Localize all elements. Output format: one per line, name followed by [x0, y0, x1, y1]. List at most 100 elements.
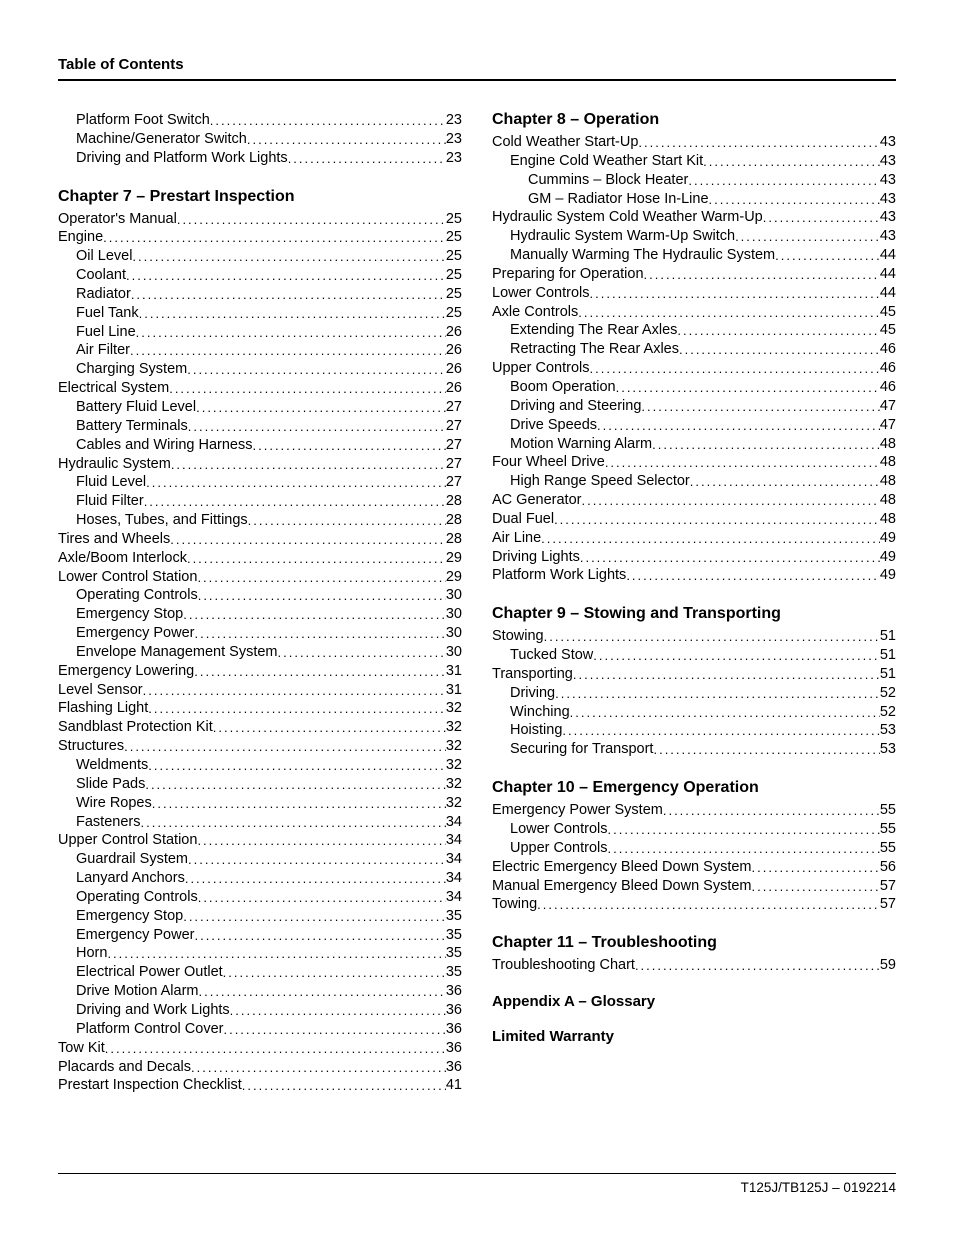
toc-label: Level Sensor [58, 681, 143, 700]
toc-entry: Drive Speeds47 [492, 416, 896, 435]
toc-leader-dots [590, 361, 880, 378]
chapter-8-block: Cold Weather Start-Up43Engine Cold Weath… [492, 133, 896, 585]
toc-leader-dots [638, 135, 879, 152]
toc-leader-dots [140, 815, 445, 832]
toc-page-number: 30 [446, 586, 462, 605]
toc-entry: AC Generator48 [492, 491, 896, 510]
toc-leader-dots [562, 723, 879, 740]
toc-label: Lanyard Anchors [76, 869, 185, 888]
toc-page-number: 49 [880, 529, 896, 548]
toc-page-number: 43 [880, 171, 896, 190]
toc-page-number: 36 [446, 1058, 462, 1077]
toc-page-number: 48 [880, 435, 896, 454]
toc-label: High Range Speed Selector [510, 472, 690, 491]
toc-entry: Platform Control Cover36 [58, 1020, 462, 1039]
toc-label: Tucked Stow [510, 646, 593, 665]
toc-entry: Envelope Management System30 [58, 643, 462, 662]
toc-page-number: 27 [446, 417, 462, 436]
toc-label: Driving and Platform Work Lights [76, 149, 288, 168]
toc-label: Extending The Rear Axles [510, 321, 677, 340]
toc-label: Towing [492, 895, 537, 914]
toc-page-number: 48 [880, 510, 896, 529]
toc-page-number: 36 [446, 1001, 462, 1020]
toc-leader-dots [198, 588, 446, 605]
toc-page-number: 35 [446, 963, 462, 982]
left-column: Platform Foot Switch23Machine/Generator … [58, 111, 462, 1095]
toc-leader-dots [223, 965, 446, 982]
toc-leader-dots [183, 607, 446, 624]
toc-label: Emergency Power [76, 926, 194, 945]
toc-entry: Winching52 [492, 703, 896, 722]
toc-leader-dots [152, 796, 446, 813]
toc-entry: Operating Controls34 [58, 888, 462, 907]
toc-entry: Emergency Stop30 [58, 605, 462, 624]
toc-entry: Slide Pads32 [58, 775, 462, 794]
toc-entry: Cables and Wiring Harness27 [58, 436, 462, 455]
toc-entry: Battery Fluid Level27 [58, 398, 462, 417]
toc-page-number: 32 [446, 794, 462, 813]
toc-page-number: 44 [880, 265, 896, 284]
toc-page-number: 53 [880, 740, 896, 759]
toc-entry: Guardrail System34 [58, 850, 462, 869]
toc-leader-dots [735, 229, 880, 246]
toc-leader-dots [103, 230, 446, 247]
toc-page-number: 25 [446, 285, 462, 304]
toc-leader-dots [709, 192, 880, 209]
toc-label: Fluid Filter [76, 492, 144, 511]
chapter-9-title: Chapter 9 – Stowing and Transporting [492, 605, 896, 623]
toc-entry: Four Wheel Drive48 [492, 453, 896, 472]
toc-label: Structures [58, 737, 124, 756]
toc-entry: Fuel Tank25 [58, 304, 462, 323]
toc-page-number: 55 [880, 801, 896, 820]
toc-page-number: 34 [446, 831, 462, 850]
toc-label: Cables and Wiring Harness [76, 436, 253, 455]
limited-warranty-title: Limited Warranty [492, 1028, 896, 1045]
toc-entry: Engine25 [58, 228, 462, 247]
toc-entry: Towing57 [492, 895, 896, 914]
toc-entry: Upper Control Station 34 [58, 831, 462, 850]
toc-leader-dots [554, 512, 880, 529]
toc-entry: Tow Kit36 [58, 1039, 462, 1058]
toc-leader-dots [230, 1003, 446, 1020]
toc-leader-dots [688, 173, 880, 190]
toc-page-number: 25 [446, 266, 462, 285]
chapter-11-title: Chapter 11 – Troubleshooting [492, 934, 896, 952]
toc-leader-dots [247, 132, 446, 149]
toc-label: Transporting [492, 665, 573, 684]
toc-entry: Lower Controls44 [492, 284, 896, 303]
toc-entry: Axle Controls45 [492, 303, 896, 322]
toc-page-number: 51 [880, 646, 896, 665]
toc-entry: Upper Controls46 [492, 359, 896, 378]
toc-entry: Fluid Filter28 [58, 492, 462, 511]
toc-label: Guardrail System [76, 850, 188, 869]
toc-entry: Extending The Rear Axles45 [492, 321, 896, 340]
toc-page-number: 44 [880, 284, 896, 303]
toc-label: Upper Control Station [58, 831, 197, 850]
toc-page-number: 45 [880, 303, 896, 322]
toc-page-number: 47 [880, 397, 896, 416]
toc-entry: Securing for Transport53 [492, 740, 896, 759]
toc-label: Drive Speeds [510, 416, 597, 435]
toc-page-number: 32 [446, 775, 462, 794]
toc-page-number: 23 [446, 130, 462, 149]
toc-page-number: 30 [446, 605, 462, 624]
toc-leader-dots [663, 803, 880, 820]
toc-label: Manually Warming The Hydraulic System [510, 246, 775, 265]
toc-entry: Operator's Manual25 [58, 210, 462, 229]
toc-page-number: 48 [880, 472, 896, 491]
toc-label: Retracting The Rear Axles [510, 340, 679, 359]
toc-label: Air Line [492, 529, 541, 548]
toc-page-number: 27 [446, 398, 462, 417]
toc-entry: Boom Operation46 [492, 378, 896, 397]
toc-leader-dots [144, 494, 446, 511]
toc-entry: Motion Warning Alarm48 [492, 435, 896, 454]
toc-entry: Preparing for Operation44 [492, 265, 896, 284]
chapter-7-block: Operator's Manual25Engine25Oil Level25Co… [58, 210, 462, 1096]
toc-entry: Driving and Work Lights36 [58, 1001, 462, 1020]
toc-leader-dots [679, 342, 880, 359]
toc-entry: Emergency Power System55 [492, 801, 896, 820]
toc-leader-dots [194, 664, 446, 681]
toc-page-number: 43 [880, 227, 896, 246]
toc-entry: Charging System26 [58, 360, 462, 379]
toc-page-number: 29 [446, 549, 462, 568]
